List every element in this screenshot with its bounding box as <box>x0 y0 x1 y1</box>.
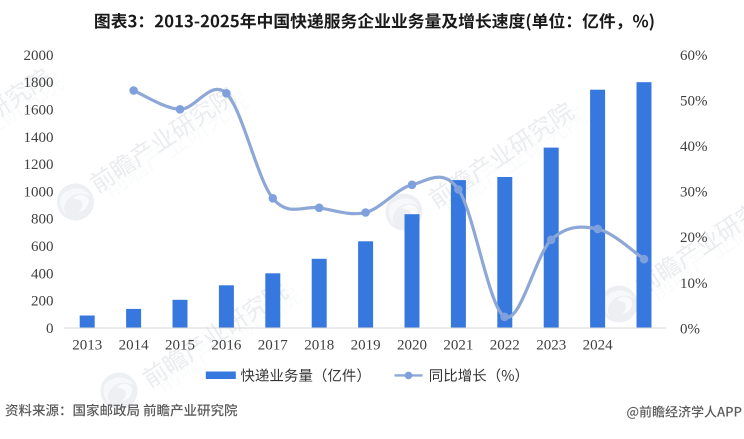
svg-text:30%: 30% <box>680 185 708 201</box>
svg-text:1600: 1600 <box>24 102 54 118</box>
svg-text:2015: 2015 <box>165 338 195 354</box>
svg-text:20%: 20% <box>680 230 708 246</box>
svg-text:1000: 1000 <box>24 184 54 200</box>
svg-text:10%: 10% <box>680 276 708 292</box>
svg-text:2024: 2024 <box>583 338 614 354</box>
svg-text:2013: 2013 <box>72 338 102 354</box>
svg-text:2000: 2000 <box>24 48 54 64</box>
svg-text:40%: 40% <box>680 139 708 155</box>
svg-text:1400: 1400 <box>24 130 54 146</box>
svg-text:2020: 2020 <box>397 338 427 354</box>
svg-text:50%: 50% <box>680 94 708 110</box>
svg-text:800: 800 <box>31 212 54 228</box>
svg-text:2017: 2017 <box>258 338 289 354</box>
svg-text:2021: 2021 <box>443 338 473 354</box>
svg-text:400: 400 <box>31 266 54 282</box>
svg-text:0: 0 <box>46 321 54 337</box>
svg-text:2022: 2022 <box>490 338 520 354</box>
svg-text:2023: 2023 <box>536 338 566 354</box>
svg-text:1200: 1200 <box>24 157 54 173</box>
svg-text:600: 600 <box>31 239 54 255</box>
svg-text:2019: 2019 <box>351 338 381 354</box>
svg-text:0%: 0% <box>680 321 700 337</box>
svg-text:2018: 2018 <box>304 338 334 354</box>
svg-text:2016: 2016 <box>211 338 242 354</box>
svg-text:60%: 60% <box>680 48 708 64</box>
svg-text:2014: 2014 <box>119 338 150 354</box>
svg-text:1800: 1800 <box>24 75 54 91</box>
svg-text:200: 200 <box>31 294 54 310</box>
